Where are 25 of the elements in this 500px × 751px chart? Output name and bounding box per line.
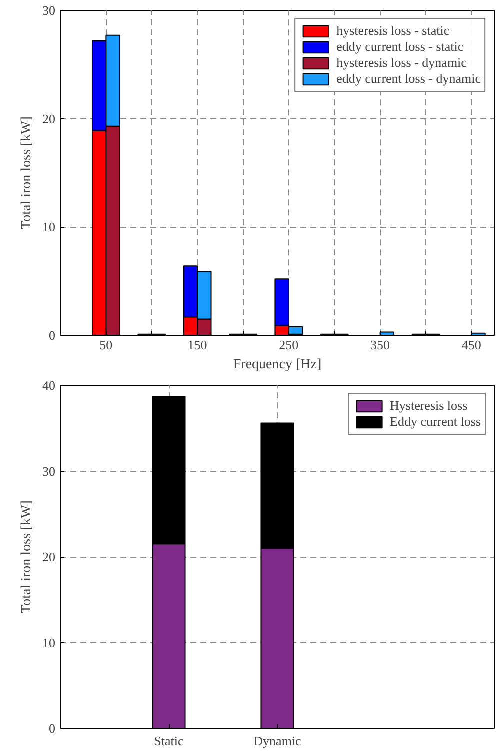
x-tick-label: 50 — [100, 338, 113, 352]
y-tick-label: 20 — [42, 550, 56, 564]
y-tick-label: 10 — [42, 635, 56, 650]
x-tick-label: 450 — [462, 338, 482, 352]
legend-label: Hysteresis loss — [390, 398, 468, 414]
x-tick-label: 250 — [279, 338, 299, 352]
y-tick-label: 40 — [42, 378, 56, 393]
x-tick-label: Static — [154, 734, 184, 748]
y-tick-label: 30 — [42, 3, 56, 18]
x-axis-title: Frequency [Hz] — [233, 358, 322, 372]
x-tick-label: Dynamic — [254, 734, 302, 748]
y-tick-label: 10 — [42, 220, 56, 235]
y-tick-label: 20 — [42, 111, 56, 126]
legend-label: hysteresis loss - static — [336, 23, 450, 39]
y-tick-label: 30 — [42, 464, 56, 479]
x-tick-label: 150 — [188, 338, 208, 352]
y-axis-title: Total iron loss [kW] — [20, 116, 34, 230]
legend-label: eddy current loss - static — [336, 39, 464, 55]
legend-label: eddy current loss - dynamic — [336, 71, 481, 87]
x-tick-label: 350 — [370, 338, 390, 352]
legend-label: Eddy current loss — [390, 414, 481, 430]
y-tick-label: 0 — [49, 721, 56, 736]
legend-label: hysteresis loss - dynamic — [336, 55, 467, 71]
y-tick-label: 0 — [49, 328, 56, 343]
y-axis-title: Total iron loss [kW] — [20, 500, 34, 614]
